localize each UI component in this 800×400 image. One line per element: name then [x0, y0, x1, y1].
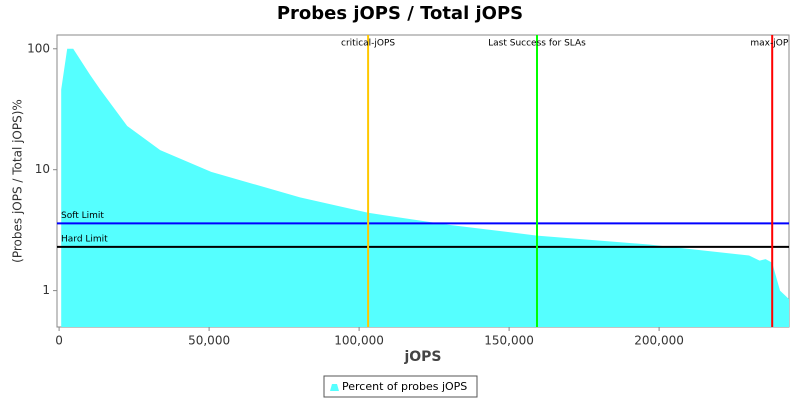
- x-tick-label: 50,000: [188, 334, 230, 348]
- legend-swatch: [330, 384, 339, 391]
- chart-title: Probes jOPS / Total jOPS: [277, 3, 523, 24]
- plot-layer: Soft Limit Hard Limit critical-jOPS Last Su…: [57, 35, 794, 327]
- legend-label: Percent of probes jOPS: [342, 380, 467, 393]
- x-axis-label: jOPS: [403, 349, 441, 365]
- marker-label: Hard Limit: [61, 234, 108, 244]
- marker-label: Last Success for SLAs: [488, 39, 586, 49]
- x-tick-label: 200,000: [634, 334, 684, 348]
- y-tick-label: 10: [35, 162, 50, 176]
- x-tick-label: 150,000: [484, 334, 534, 348]
- legend: [323, 375, 478, 398]
- y-axis-label: (Probes jOPS / Total jOPS)%: [11, 99, 25, 263]
- marker-label: Soft Limit: [61, 211, 104, 221]
- x-tick-label: 100,000: [334, 334, 384, 348]
- marker-label: critical-jOPS: [341, 39, 395, 49]
- x-tick-label: 0: [55, 334, 63, 348]
- area: [61, 48, 789, 327]
- y-tick-label: 1: [42, 283, 50, 297]
- y-tick-label: 100: [27, 41, 50, 55]
- marker-label: max-jOPS: [750, 39, 794, 49]
